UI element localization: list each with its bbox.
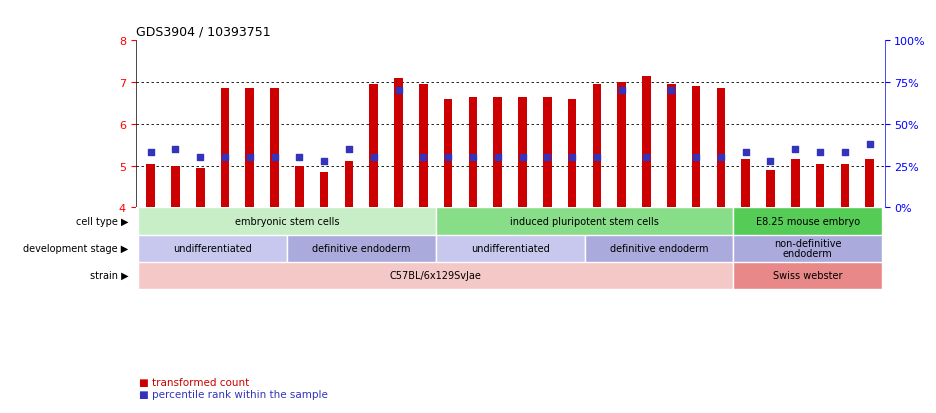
Text: E8.25 mouse embryo: E8.25 mouse embryo (755, 216, 860, 226)
Point (193, 154, 208, 161)
Text: strain ▶: strain ▶ (90, 271, 128, 280)
Point (838, 150, 853, 156)
Point (763, 158, 778, 164)
Bar (245, 89, 254, 208)
Point (168, 146, 183, 153)
Bar (394, 79, 402, 208)
Bar (791, 160, 799, 208)
Point (590, 154, 605, 161)
Bar (618, 83, 626, 208)
Bar (741, 160, 750, 208)
Bar (171, 166, 180, 208)
Point (366, 154, 381, 161)
Bar (584, 235, 733, 262)
Bar (767, 171, 775, 208)
Bar (139, 262, 733, 289)
Bar (568, 100, 577, 208)
Point (639, 154, 654, 161)
Text: GDS3904 / 10393751: GDS3904 / 10393751 (136, 26, 271, 39)
Point (713, 154, 728, 161)
Point (862, 141, 877, 148)
Point (441, 154, 456, 161)
Text: definitive endoderm: definitive endoderm (609, 244, 709, 254)
Bar (436, 235, 584, 262)
Bar (444, 100, 452, 208)
Text: ■ transformed count: ■ transformed count (139, 377, 249, 387)
Bar (841, 164, 849, 208)
Point (391, 88, 406, 95)
Point (316, 158, 331, 164)
Bar (865, 160, 874, 208)
Bar (295, 166, 303, 208)
Text: definitive endoderm: definitive endoderm (312, 244, 411, 254)
Bar (519, 97, 527, 208)
Bar (815, 164, 825, 208)
Text: undifferentiated: undifferentiated (471, 244, 549, 254)
Point (143, 150, 158, 156)
Bar (733, 235, 882, 262)
Bar (493, 97, 502, 208)
Text: non-definitive
endoderm: non-definitive endoderm (774, 238, 841, 259)
Point (812, 150, 827, 156)
Text: cell type ▶: cell type ▶ (76, 216, 128, 226)
Point (490, 154, 505, 161)
Bar (667, 85, 676, 208)
Point (515, 154, 530, 161)
Point (689, 154, 704, 161)
Text: development stage ▶: development stage ▶ (23, 244, 128, 254)
Bar (733, 208, 882, 235)
Bar (436, 208, 733, 235)
Bar (221, 89, 229, 208)
Point (267, 154, 282, 161)
Bar (370, 85, 378, 208)
Text: undifferentiated: undifferentiated (173, 244, 252, 254)
Bar (139, 235, 287, 262)
Bar (543, 97, 551, 208)
Point (739, 150, 753, 156)
Point (540, 154, 555, 161)
Bar (196, 169, 205, 208)
Point (292, 154, 307, 161)
Point (614, 88, 629, 95)
Text: C57BL/6x129SvJae: C57BL/6x129SvJae (389, 271, 482, 280)
Bar (139, 208, 436, 235)
Bar (344, 162, 353, 208)
Bar (146, 164, 155, 208)
Point (342, 146, 357, 153)
Text: induced pluripotent stem cells: induced pluripotent stem cells (510, 216, 659, 226)
Bar (717, 89, 725, 208)
Text: ■ percentile rank within the sample: ■ percentile rank within the sample (139, 389, 328, 399)
Bar (469, 97, 477, 208)
Bar (642, 77, 651, 208)
Point (217, 154, 232, 161)
Point (242, 154, 257, 161)
Point (788, 146, 803, 153)
Point (664, 88, 679, 95)
Bar (733, 262, 882, 289)
Bar (592, 85, 601, 208)
Point (465, 154, 480, 161)
Point (564, 154, 579, 161)
Bar (692, 87, 700, 208)
Text: Swiss webster: Swiss webster (773, 271, 842, 280)
Bar (320, 173, 329, 208)
Bar (419, 85, 428, 208)
Bar (287, 235, 436, 262)
Bar (271, 89, 279, 208)
Text: embryonic stem cells: embryonic stem cells (235, 216, 339, 226)
Point (416, 154, 431, 161)
